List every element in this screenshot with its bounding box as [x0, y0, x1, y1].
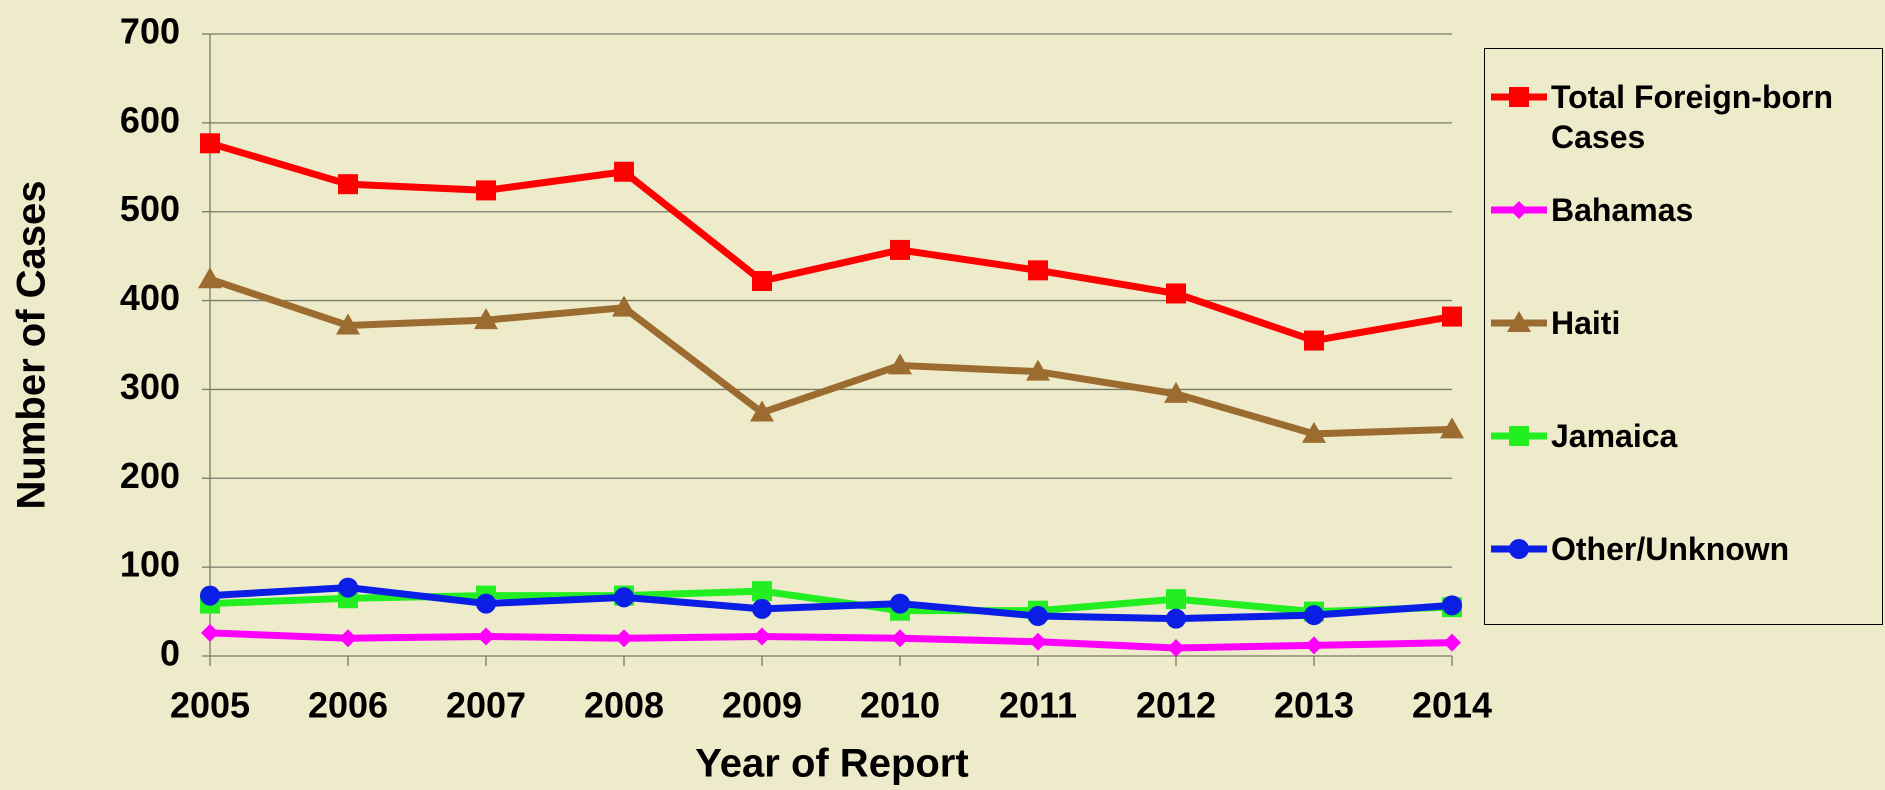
legend-swatch — [1491, 539, 1547, 559]
x-tick-label: 2010 — [860, 685, 940, 726]
legend-label: Jamaica — [1551, 418, 1678, 454]
data-point — [1440, 417, 1464, 439]
data-point — [339, 629, 357, 648]
series-line — [209, 139, 1453, 345]
data-point — [1029, 632, 1047, 651]
marker — [1507, 311, 1531, 332]
data-point — [1443, 633, 1461, 652]
legend-swatch — [1491, 426, 1547, 446]
y-tick-label: 600 — [120, 99, 180, 140]
x-tick-label: 2005 — [170, 685, 250, 726]
data-point — [200, 133, 220, 154]
marker — [1510, 201, 1528, 219]
data-point — [614, 161, 634, 182]
data-point — [1166, 589, 1186, 610]
data-point — [1026, 359, 1050, 381]
data-point — [614, 587, 634, 608]
marker — [1509, 87, 1529, 107]
x-tick-label: 2012 — [1136, 685, 1216, 726]
y-tick-label: 200 — [120, 455, 180, 496]
marker — [1509, 426, 1529, 446]
y-axis-title: Number of Cases — [10, 181, 54, 510]
data-point — [336, 313, 360, 335]
data-point — [477, 627, 495, 646]
data-point — [615, 629, 633, 648]
x-tick-label: 2006 — [308, 685, 388, 726]
data-point — [474, 308, 498, 330]
y-tick-label: 0 — [160, 633, 180, 674]
legend: Total Foreign-born Cases Bahamas Haiti Jama… — [1484, 48, 1883, 625]
x-tick-label: 2009 — [722, 685, 802, 726]
data-point — [890, 239, 910, 260]
data-point — [753, 627, 771, 646]
data-point — [750, 400, 774, 422]
y-tick-label: 700 — [120, 11, 180, 52]
data-point — [476, 180, 496, 201]
data-point — [752, 271, 772, 292]
data-point — [752, 581, 772, 602]
marker — [1509, 539, 1529, 559]
legend-label: Total Foreign-born Cases — [1551, 79, 1834, 155]
data-point — [888, 353, 912, 375]
data-point — [338, 577, 358, 598]
data-point — [1442, 595, 1462, 616]
legend-swatch — [1491, 201, 1547, 219]
data-point — [201, 623, 219, 642]
series-line — [209, 584, 1453, 623]
data-point — [1028, 260, 1048, 281]
x-tick-label: 2013 — [1274, 685, 1354, 726]
y-tick-label: 400 — [120, 277, 180, 318]
x-tick-label: 2008 — [584, 685, 664, 726]
x-axis-title: Year of Report — [695, 742, 968, 786]
data-point — [1166, 283, 1186, 304]
y-tick-label: 500 — [120, 188, 180, 229]
data-point — [1028, 606, 1048, 627]
data-point — [198, 267, 222, 289]
legend-swatch — [1491, 87, 1547, 107]
legend-label: Bahamas — [1551, 192, 1694, 228]
data-point — [200, 585, 220, 606]
data-point — [1304, 330, 1324, 351]
data-point — [1305, 636, 1323, 655]
series-line — [208, 275, 1453, 438]
legend-swatch — [1491, 311, 1547, 332]
series-line — [209, 629, 1453, 652]
data-point — [1302, 421, 1326, 443]
data-point — [338, 174, 358, 195]
x-tick-label: 2007 — [446, 685, 526, 726]
x-tick-label: 2011 — [999, 685, 1077, 726]
data-point — [890, 593, 910, 614]
data-point — [476, 593, 496, 614]
data-point — [891, 629, 909, 648]
data-point — [1167, 639, 1185, 658]
data-point — [1166, 608, 1186, 629]
legend-label: Haiti — [1551, 305, 1621, 341]
data-point — [1304, 605, 1324, 626]
data-point — [1164, 381, 1188, 403]
y-tick-label: 300 — [120, 366, 180, 407]
data-point — [752, 598, 772, 619]
y-tick-label: 100 — [120, 544, 180, 585]
data-point — [612, 295, 636, 317]
x-tick-label: 2014 — [1412, 685, 1492, 726]
data-point — [1442, 306, 1462, 327]
legend-label: Other/Unknown — [1551, 531, 1790, 567]
